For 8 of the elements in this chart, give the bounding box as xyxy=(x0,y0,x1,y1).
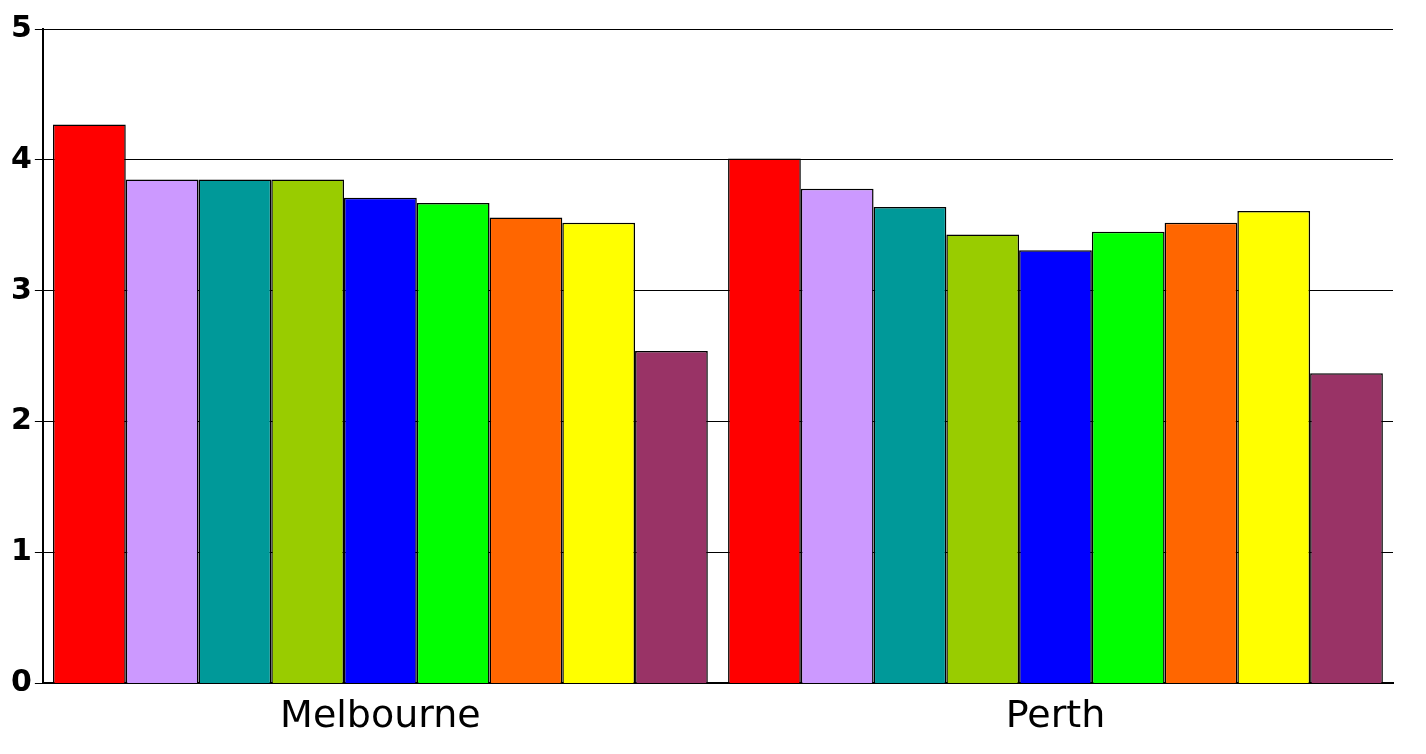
x-tick-label: Perth xyxy=(1005,692,1106,737)
y-tick-label: 0 xyxy=(11,663,32,699)
y-tick-label: 4 xyxy=(11,139,32,175)
y-tick-label: 3 xyxy=(11,270,32,306)
y-tick-label: 5 xyxy=(11,8,32,44)
x-tick-label: Melbourne xyxy=(280,692,481,737)
y-tick-label: 1 xyxy=(11,532,32,568)
y-tick-label: 2 xyxy=(11,401,32,437)
